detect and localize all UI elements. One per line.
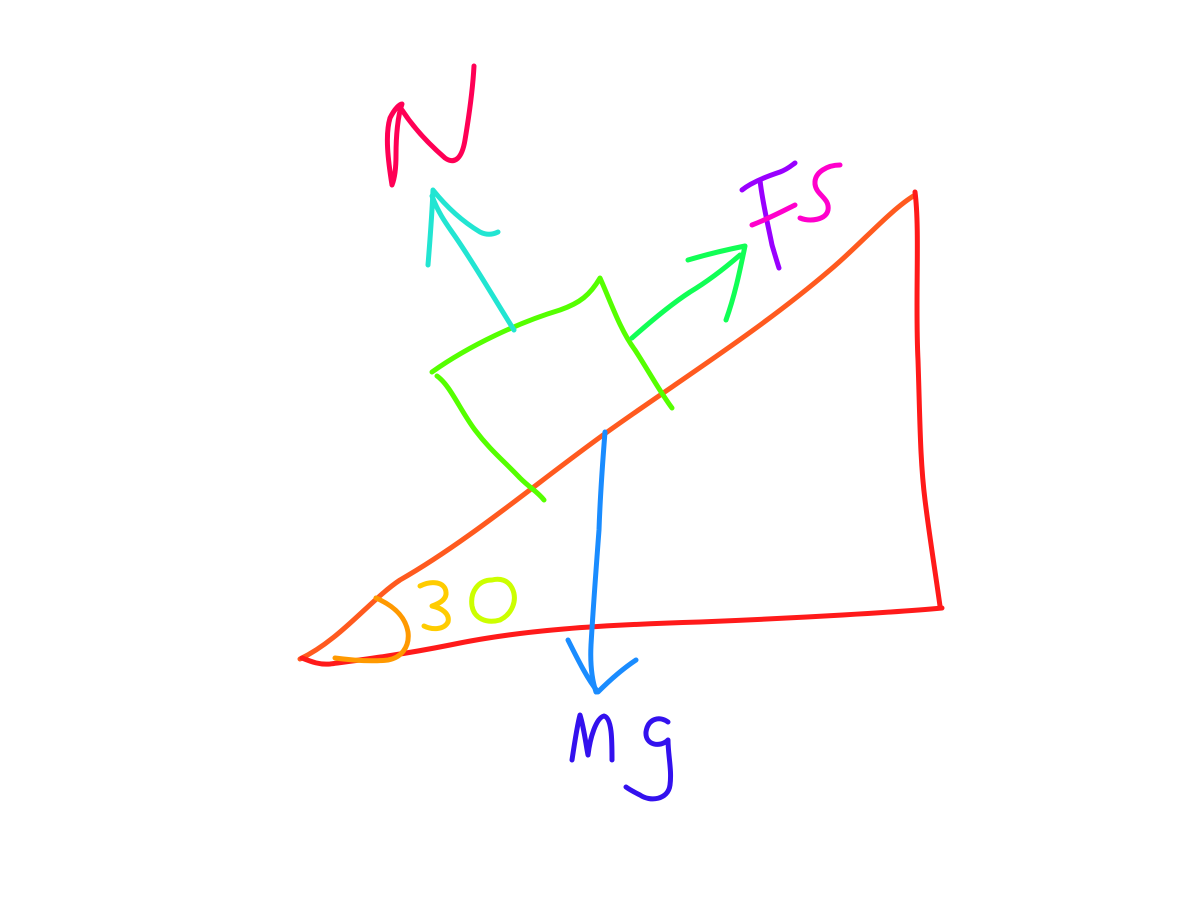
normal-force-arrowhead (425, 187, 501, 268)
angle-digit-zero (469, 576, 517, 624)
normal-force-label-text: N (430, 129, 431, 131)
block-outline-left (434, 373, 547, 503)
block-outline (429, 275, 675, 411)
inclined-plane (297, 189, 945, 667)
normal-force-label: N (384, 63, 477, 188)
friction-force-label: Fs (739, 160, 843, 271)
incline-base (299, 605, 945, 667)
angle-digit-three (417, 580, 451, 632)
angle-marker: 30 (332, 576, 517, 664)
weight-arrowhead (565, 637, 639, 695)
block (429, 275, 675, 503)
angle-arc (332, 595, 411, 664)
normal-force-arrow (425, 187, 517, 333)
incline-surface (297, 192, 918, 662)
weight-label: mg (569, 712, 674, 802)
friction-force-shaft (629, 252, 743, 341)
weight-arrow (565, 429, 639, 695)
incline-vertical-side (912, 189, 943, 609)
friction-force-arrowhead (685, 243, 748, 323)
weight-shaft (588, 429, 608, 695)
friction-force-arrow (629, 243, 748, 341)
weight-label-text: mg (620, 759, 622, 761)
angle-label-text: 30 (460, 609, 462, 611)
normal-force-shaft (429, 193, 517, 333)
